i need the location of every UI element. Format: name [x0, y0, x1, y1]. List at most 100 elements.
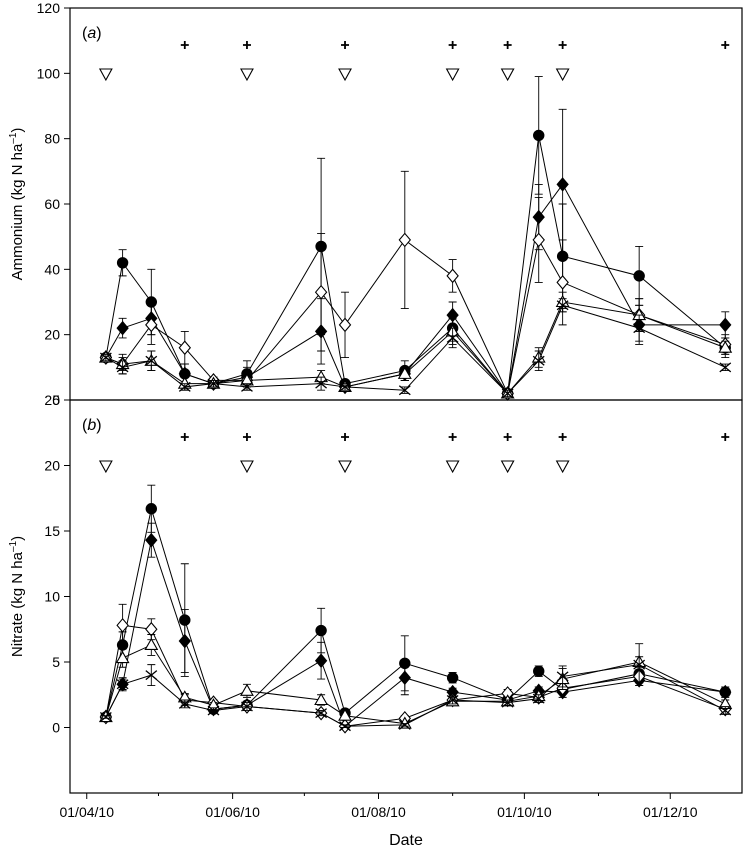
panel-a-ytick-label: 100 — [37, 65, 61, 81]
panel-a-series-x-cross — [99, 298, 732, 399]
panel-b-point-x-cross — [315, 708, 328, 719]
panel-b-point-filled-circle — [315, 624, 327, 637]
panel-a-point-filled-circle — [533, 129, 545, 142]
panel-a-plus-marker — [503, 41, 512, 49]
panel-b-point-x-cross — [719, 705, 732, 716]
panel-a-point-filled-diamond — [719, 317, 732, 333]
panel-b-plus-marker — [448, 433, 457, 441]
panel-a-point-x-cross — [145, 355, 158, 366]
panel-a-series-line-x-cross — [105, 304, 726, 395]
panel-a-point-x-cross — [315, 378, 328, 389]
panel-b-ylabel: Nitrate (kg N ha–1) — [8, 536, 26, 657]
panel-a-ytick-label: 80 — [44, 131, 60, 147]
panel-a-point-x-cross — [633, 323, 646, 334]
panel-b-series-line-open-triangle — [105, 644, 726, 725]
panel-a-plus-marker — [180, 41, 189, 49]
panel-b-triangle-marker — [98, 460, 113, 474]
panel-a-point-x-cross — [99, 352, 112, 363]
panel-b-point-x-cross — [116, 679, 129, 690]
panel-a-ammonium: 0 20 40 60 80 100 120 Ammonium (kg N ha–1) (a) — [8, 0, 743, 408]
panel-b-ytick-label: 5 — [52, 654, 60, 670]
panel-a-point-open-diamond — [532, 232, 545, 248]
panel-b-xtick-label: 01/08/10 — [351, 804, 406, 820]
panel-b-frame — [69, 399, 743, 794]
panel-b-plus-marker — [721, 433, 730, 441]
panel-a-point-x-cross — [178, 381, 191, 392]
panel-b-point-open-triangle — [144, 637, 159, 651]
panel-b-point-x-cross — [532, 693, 545, 704]
panel-b-point-open-triangle — [314, 692, 329, 706]
panel-a-point-open-diamond — [178, 340, 192, 356]
panel-a-series-line-filled-diamond — [105, 183, 726, 395]
panel-b-point-open-triangle — [338, 708, 352, 721]
panel-a-point-open-diamond — [145, 317, 158, 333]
panel-a-triangle-marker — [500, 68, 515, 82]
panel-a-point-open-diamond — [446, 268, 459, 284]
panel-b-point-x-cross — [446, 694, 459, 705]
panel-b-plus-marker — [242, 433, 251, 441]
panel-b-plus-marker — [341, 433, 350, 441]
panel-b-label: (b) — [82, 417, 102, 434]
panel-a-point-open-diamond — [398, 232, 412, 248]
panel-b-point-open-triangle — [115, 650, 130, 664]
panel-b-series-line-filled-diamond — [105, 538, 726, 728]
panel-b-point-open-triangle — [240, 683, 254, 696]
panel-b-point-x-cross — [145, 670, 158, 681]
panel-b-point-filled-circle — [533, 665, 545, 677]
panel-a-point-x-cross — [446, 332, 459, 343]
panel-b-plus-marker — [558, 433, 567, 441]
panel-b-point-x-cross — [339, 721, 351, 732]
panel-b-point-open-diamond — [116, 617, 129, 633]
panel-b-series-filled-circle — [100, 484, 731, 723]
panel-b-point-x-cross — [178, 698, 191, 709]
panel-b-ytick-label: 10 — [44, 589, 60, 605]
panel-a-point-open-triangle — [718, 340, 733, 353]
panel-a-series-line-open-triangle — [105, 301, 726, 395]
panel-b-series-line-filled-circle — [105, 508, 726, 718]
panel-b-ytick-label: 25 — [44, 392, 60, 408]
panel-b-triangle-marker — [500, 460, 515, 474]
panel-a-point-x-cross — [207, 378, 220, 389]
panel-b-triangle-marker — [338, 460, 352, 474]
panel-b-point-filled-diamond — [398, 670, 411, 685]
panel-b-point-x-cross — [398, 719, 411, 730]
panel-b-ytick-label: 15 — [44, 523, 60, 539]
panel-b-point-x-cross — [207, 705, 220, 716]
panel-a-point-x-cross — [556, 300, 569, 311]
panel-a-point-x-cross — [241, 381, 253, 392]
panel-b-point-open-diamond — [145, 621, 158, 637]
panel-b-plus-marker — [180, 433, 189, 441]
panel-b-point-x-cross — [633, 659, 646, 670]
panel-b-point-filled-diamond — [314, 653, 328, 668]
panel-b-xtick-label: 01/04/10 — [59, 804, 114, 820]
panel-a-ytick-label: 120 — [37, 0, 61, 16]
panel-b-ytick-label: 0 — [52, 720, 60, 736]
panel-b-point-x-cross — [241, 701, 253, 712]
panel-a-point-x-cross — [116, 362, 129, 373]
panel-a-series-filled-diamond — [99, 108, 732, 401]
panel-a-point-open-diamond — [338, 317, 352, 333]
panel-b-series-x-cross — [99, 643, 732, 732]
panel-a-ytick-label: 40 — [44, 261, 60, 277]
panel-a-triangle-marker — [240, 68, 254, 82]
panel-a-label: (a) — [82, 25, 102, 42]
panel-a-point-x-cross — [339, 381, 351, 392]
panel-a-series-line-open-diamond — [105, 238, 726, 396]
panel-a-point-open-diamond — [556, 275, 569, 290]
panel-b-point-filled-circle — [446, 672, 459, 684]
panel-b-xtick-label: 01/06/10 — [205, 804, 260, 820]
panel-a-plus-marker — [721, 41, 730, 49]
panel-b-point-x-cross — [99, 712, 112, 723]
panel-a-plus-marker — [242, 41, 251, 49]
panel-a-plus-marker — [341, 41, 350, 49]
panel-b-series-open-diamond — [99, 603, 732, 734]
panel-b-ytick-label: 20 — [44, 458, 60, 474]
panel-b-point-filled-diamond — [178, 633, 191, 649]
panel-a-point-open-triangle — [397, 366, 412, 379]
panel-a-point-x-cross — [719, 362, 732, 373]
panel-a-point-filled-circle — [633, 270, 645, 282]
panel-b-xlabel: Date — [389, 832, 423, 849]
panel-a-triangle-marker — [445, 68, 460, 82]
panel-a-ylabel: Ammonium (kg N ha–1) — [8, 128, 26, 281]
